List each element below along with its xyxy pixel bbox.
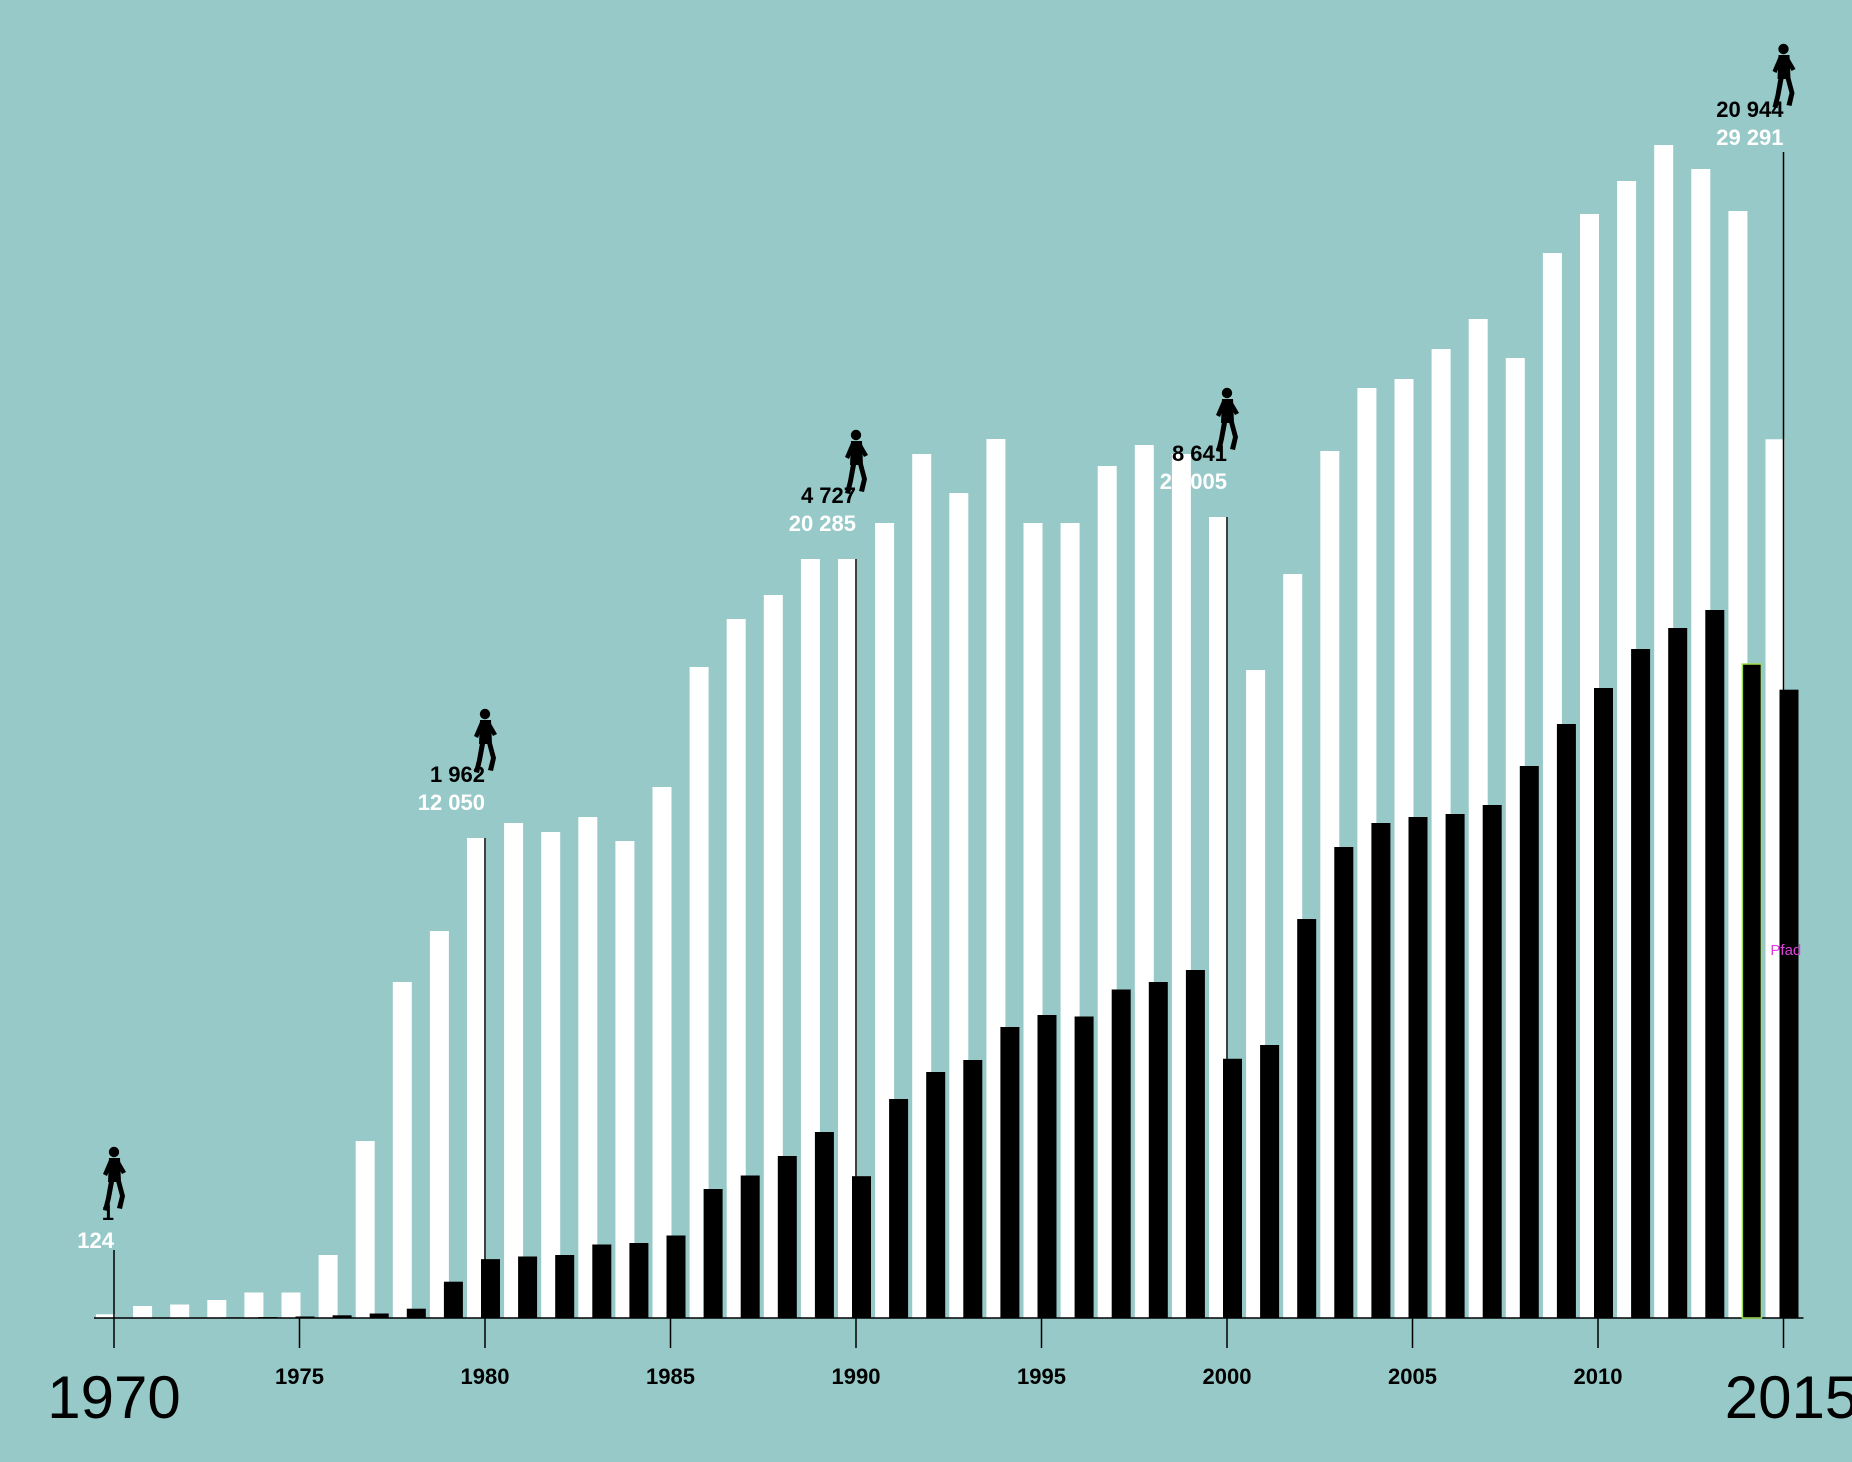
- bar-dark-1988: [777, 1156, 797, 1318]
- annotation-light-1980: 12 050: [418, 790, 485, 815]
- x-tick-label-2010: 2010: [1574, 1364, 1623, 1389]
- bar-dark-2010: [1594, 688, 1613, 1318]
- x-tick-label-1990: 1990: [832, 1364, 881, 1389]
- bar-dark-2007: [1482, 805, 1502, 1318]
- x-tick-label-2005: 2005: [1388, 1364, 1437, 1389]
- x-axis-ticks: 1975 1980 1985 1990 1995 2000 2005 2010: [113, 1318, 1785, 1389]
- bar-dark-2015: [1779, 689, 1799, 1318]
- stray-label: Pfad: [1770, 942, 1801, 959]
- bar-dark-2014: [1742, 664, 1762, 1318]
- bar-dark-2002: [1297, 919, 1317, 1318]
- bar-light-1980: [467, 838, 486, 1318]
- bar-light-1970: [96, 1314, 115, 1318]
- bar-light-1986: [689, 667, 709, 1318]
- bar-light-1971: [133, 1306, 153, 1318]
- bar-light-1990: [838, 559, 857, 1318]
- bar-light-1985: [652, 787, 672, 1318]
- bar-dark-1979: [443, 1281, 463, 1318]
- bar-dark-1995: [1037, 1015, 1057, 1318]
- bar-dark-1994: [1000, 1027, 1020, 1318]
- bar-dark-1985: [666, 1235, 686, 1318]
- bar-dark-1996: [1074, 1016, 1094, 1318]
- bar-light-1984: [615, 841, 635, 1318]
- bar-dark-2005: [1408, 817, 1428, 1318]
- bar-light-1979: [429, 931, 449, 1318]
- bar-dark-2000: [1223, 1058, 1242, 1318]
- bar-dark-2009: [1556, 724, 1576, 1318]
- bar-light-1988: [763, 595, 783, 1318]
- bar-dark-2013: [1705, 610, 1725, 1318]
- x-tick-label-1995: 1995: [1017, 1364, 1066, 1389]
- bar-dark-1998: [1148, 982, 1168, 1318]
- bar-light-1974: [244, 1292, 264, 1318]
- bar-dark-1987: [740, 1175, 760, 1318]
- x-end-label-end: 2015: [1725, 1364, 1852, 1431]
- bar-dark-2012: [1668, 628, 1688, 1318]
- x-tick-label-1985: 1985: [646, 1364, 695, 1389]
- bar-dark-1990: [852, 1176, 871, 1318]
- bar-dark-2008: [1519, 766, 1539, 1318]
- bar-light-1976: [318, 1255, 338, 1318]
- bar-dark-1982: [555, 1255, 575, 1318]
- bar-dark-1993: [963, 1060, 983, 1318]
- runner-icon-1990: [845, 429, 868, 494]
- bar-light-1983: [578, 817, 598, 1318]
- bar-dark-1976: [332, 1315, 352, 1318]
- bar-dark-1989: [814, 1132, 834, 1318]
- bar-dark-1984: [629, 1243, 649, 1318]
- runner-icon-1970: [103, 1146, 126, 1211]
- bar-dark-1980: [481, 1259, 500, 1318]
- bar-dark-1999: [1185, 970, 1205, 1318]
- bar-light-1982: [541, 832, 561, 1318]
- annotation-dark-2015: 20 944: [1716, 97, 1784, 122]
- bar-dark-2006: [1445, 814, 1465, 1318]
- annotation-light-2015: 29 291: [1716, 125, 1783, 150]
- runner-icon-1980: [474, 708, 497, 773]
- bar-light-1972: [170, 1304, 190, 1318]
- bar-light-1987: [726, 619, 746, 1318]
- bar-dark-2004: [1371, 823, 1391, 1318]
- bar-dark-1986: [703, 1189, 723, 1318]
- bar-light-1981: [504, 823, 524, 1318]
- x-tick-label-1975: 1975: [275, 1364, 324, 1389]
- bar-dark-1983: [592, 1244, 612, 1318]
- bar-dark-1981: [518, 1256, 538, 1318]
- runner-icon-2000: [1216, 387, 1239, 452]
- bar-dark-1977: [369, 1313, 389, 1318]
- bar-dark-2001: [1260, 1045, 1280, 1318]
- x-tick-label-1980: 1980: [461, 1364, 510, 1389]
- bar-dark-2003: [1334, 847, 1354, 1318]
- annotation-light-1970: 124: [77, 1228, 114, 1253]
- annotation-light-2000: 21 005: [1160, 469, 1227, 494]
- bar-dark-1992: [926, 1072, 946, 1318]
- x-end-label-start: 1970: [47, 1364, 180, 1431]
- annotation-light-1990: 20 285: [789, 511, 856, 536]
- bar-dark-1978: [406, 1308, 426, 1318]
- bar-dark-2014-outline: [1741, 663, 1763, 1319]
- bar-dark-1997: [1111, 989, 1131, 1318]
- bar-light-1973: [207, 1300, 227, 1318]
- dark-bar-series: [110, 610, 1799, 1318]
- runner-icon-2015: [1772, 43, 1796, 108]
- bar-light-1977: [355, 1141, 375, 1318]
- bar-light-1978: [392, 982, 412, 1318]
- x-tick-label-2000: 2000: [1203, 1364, 1252, 1389]
- bar-light-1975: [281, 1292, 301, 1318]
- bar-dark-1991: [889, 1099, 909, 1318]
- bar-light-1989: [800, 559, 820, 1318]
- bar-dark-2011: [1631, 649, 1651, 1318]
